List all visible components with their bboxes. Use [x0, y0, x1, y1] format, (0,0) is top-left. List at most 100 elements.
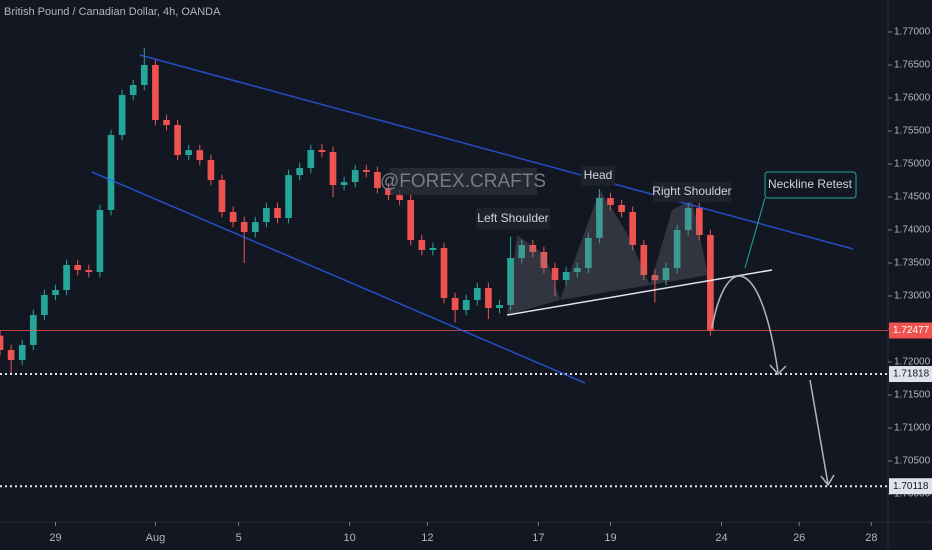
- callout-pointer: [744, 197, 766, 269]
- candle-body: [307, 150, 315, 169]
- callout-box: [764, 171, 857, 199]
- y-tick-label: 1.74000: [894, 225, 931, 236]
- candle-body: [640, 244, 648, 276]
- x-tick-label: 10: [344, 532, 356, 544]
- pattern-shading: [507, 235, 560, 315]
- candle-body: [174, 125, 181, 156]
- candle-body: [596, 198, 603, 238]
- candle-body: [407, 199, 415, 241]
- candle-body: [396, 195, 403, 200]
- candle-body: [673, 230, 681, 269]
- candle-body: [229, 211, 237, 223]
- candle-body: [296, 168, 304, 176]
- channel-line: [91, 171, 586, 384]
- candle-body: [418, 240, 426, 251]
- pattern-shading: [560, 190, 650, 300]
- candle-body: [41, 295, 48, 316]
- candle-body: [85, 270, 93, 272]
- candle-body: [562, 271, 570, 281]
- channel-line: [139, 54, 854, 250]
- x-tick-label: 24: [715, 532, 727, 544]
- candle-body: [529, 244, 537, 252]
- candle-body: [196, 150, 204, 160]
- candle-body: [440, 248, 448, 298]
- candle-body: [96, 210, 104, 272]
- candle-body: [385, 188, 392, 196]
- target-label: 1.71818: [893, 369, 930, 380]
- target-box: [889, 366, 932, 383]
- y-tick-label: 1.72000: [894, 357, 931, 368]
- y-tick-label: 1.76500: [894, 60, 931, 71]
- y-tick-label: 1.77000: [894, 27, 931, 38]
- candle-body: [374, 171, 381, 189]
- candle-body: [573, 268, 581, 272]
- x-tick-label: 29: [49, 532, 61, 544]
- candle-body: [129, 85, 137, 96]
- candle-body: [285, 175, 292, 219]
- candle-body: [707, 235, 714, 331]
- candle-body: [351, 170, 359, 183]
- x-tick-label: 17: [532, 532, 544, 544]
- candle-body: [429, 248, 437, 251]
- candle-body: [684, 208, 692, 231]
- x-tick-label: 26: [793, 532, 805, 544]
- candle-body: [473, 288, 481, 301]
- candle-body: [551, 268, 559, 281]
- y-tick-label: 1.70500: [894, 456, 931, 467]
- candle-body: [74, 264, 82, 271]
- pattern-label: Right Shoulder: [652, 184, 731, 198]
- target-arrow: [809, 379, 829, 485]
- candle-body: [263, 208, 270, 223]
- y-tick-label: 1.71000: [894, 423, 931, 434]
- candle-body: [651, 275, 659, 281]
- x-tick-label: 19: [604, 532, 616, 544]
- callout-text: Neckline Retest: [768, 177, 853, 191]
- last-price-label: 1.72477: [893, 325, 930, 336]
- label-box: [653, 182, 731, 202]
- retest-arrow: [711, 275, 779, 373]
- candle-body: [251, 222, 259, 232]
- candle-body: [607, 198, 614, 205]
- target-box: [889, 478, 932, 495]
- candle-body: [118, 95, 126, 136]
- candle-body: [329, 151, 337, 186]
- candle-body: [584, 237, 592, 269]
- candle-body: [629, 211, 637, 245]
- candle-body: [362, 170, 370, 172]
- plot-area: [0, 47, 888, 488]
- chart-title: British Pound / Canadian Dollar, 4h, OAN…: [4, 6, 221, 18]
- y-tick-label: 1.76000: [894, 93, 931, 104]
- candle-body: [695, 208, 703, 236]
- candle-body: [485, 288, 492, 309]
- candle-body: [107, 135, 115, 211]
- x-tick-label: 5: [236, 532, 242, 544]
- candle-body: [240, 222, 248, 232]
- last-price-box: [889, 322, 932, 339]
- candle-body: [218, 179, 226, 212]
- x-tick-label: Aug: [146, 532, 166, 544]
- candle-body: [451, 297, 459, 311]
- candle-body: [318, 150, 326, 152]
- y-tick-label: 1.75000: [894, 159, 931, 170]
- candle-body: [496, 304, 503, 309]
- arrow-head: [820, 474, 835, 487]
- candle-body: [29, 315, 37, 345]
- candle-body: [274, 208, 281, 219]
- x-tick-label: 12: [421, 532, 433, 544]
- pattern-shading: [650, 200, 708, 285]
- candle-body: [207, 159, 215, 180]
- candle-body: [185, 150, 193, 156]
- candle-body: [618, 204, 625, 212]
- candle-body: [7, 350, 15, 361]
- candle-body: [507, 257, 514, 305]
- x-tick-label: 28: [865, 532, 877, 544]
- y-tick-label: 1.74500: [894, 192, 931, 203]
- candle-body: [518, 244, 526, 258]
- candle-body: [0, 335, 4, 351]
- candle-body: [18, 344, 26, 361]
- arrow-head: [769, 364, 787, 376]
- candle-body: [662, 268, 670, 281]
